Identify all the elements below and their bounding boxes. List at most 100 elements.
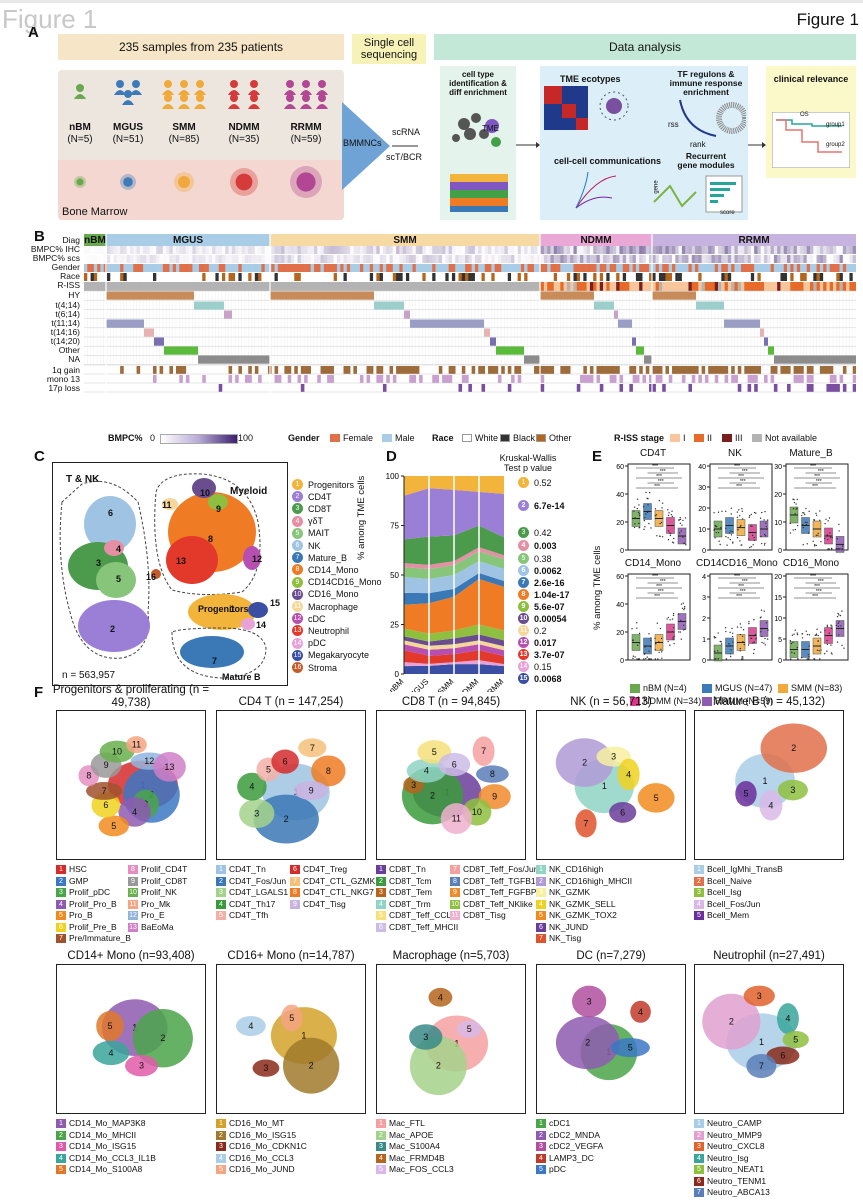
legend-label: Neutro_NEAT1	[707, 1164, 765, 1174]
pvalue-item: 9 5.6e-07	[518, 601, 565, 612]
legend-label: CD16_Mo_CDKN1C	[229, 1141, 307, 1151]
subcluster-blob	[98, 815, 129, 837]
legend-badge: 3	[216, 1142, 226, 1152]
subcluster-legend-item: 6 NK_JUND	[536, 922, 632, 934]
subcluster-blob	[476, 765, 509, 783]
ytick-label: 5	[778, 637, 782, 644]
cluster-legend-item: 4 γδT	[292, 515, 323, 527]
subcluster-legend-item: 3 Mac_S100A4	[376, 1141, 454, 1153]
legend-label: cDC1	[549, 1118, 571, 1128]
significance-stars: ***	[814, 584, 820, 590]
group-legend-label: SMM (N=83)	[791, 683, 843, 693]
significance-stars: ***	[658, 589, 664, 595]
pvalue-item: 1 0.52	[518, 477, 552, 488]
group-swatch	[630, 684, 640, 693]
subcluster-legend-item: 4 NK_GZMK_SELL	[536, 899, 632, 911]
pvalue-text: 2.6e-16	[534, 577, 565, 588]
legend-badge: 9	[290, 899, 300, 909]
rss-axis: rss	[668, 120, 679, 129]
significance-stars: ***	[816, 589, 822, 595]
significance-stars: ***	[816, 479, 822, 485]
cluster-number-badge: 9	[292, 576, 303, 588]
legend-label: Prolif_pDC	[69, 887, 111, 897]
subcluster-legend-item: 2 CD16_Mo_ISG15	[216, 1130, 307, 1142]
bmmnc-arrow	[342, 102, 418, 190]
panel-e-label: E	[592, 448, 603, 465]
kruskal-wallis-title: Kruskal-Wallis Test p value	[499, 453, 557, 473]
legend-label: NK_Tisg	[549, 933, 582, 943]
bmpc-legend-max: 100	[238, 433, 254, 443]
legend-badge: 1	[376, 865, 386, 875]
pvalue-item: 14 0.15	[518, 661, 552, 672]
subcluster-legend-item: 7 Neutro_ABCA13	[694, 1187, 770, 1199]
umap-cluster-number: 6	[108, 508, 114, 518]
legend-label: NK_GZMK_SELL	[549, 898, 616, 909]
subcluster-blob	[777, 779, 808, 801]
subcluster-legend-item: 7 NK_Tisg	[536, 933, 632, 945]
legend-badge: 3	[376, 1142, 386, 1152]
cluster-name: Macrophage	[308, 601, 359, 612]
legend-label: CD4T_Fos/Jun	[229, 875, 287, 886]
legend-badge: 2	[376, 876, 386, 886]
significance-stars: ***	[740, 479, 746, 485]
cluster-name: CD8T	[308, 503, 332, 514]
significance-stars: ***	[652, 574, 658, 580]
cluster-number-badge: 10	[292, 588, 303, 600]
rank-axis: rank	[690, 140, 706, 149]
boxplot-title: Mature_B	[789, 448, 833, 459]
pvalue-cluster-badge: 1	[518, 477, 529, 488]
legend-badge: 11	[450, 911, 460, 921]
gender-legend-label: Female	[343, 433, 374, 443]
legend-label: Prolif_NK	[141, 887, 177, 897]
boxplot-title: CD14CD16_Mono	[696, 558, 778, 569]
subcluster-number: 10	[112, 747, 122, 757]
cluster-legend-item: 11 Macrophage	[292, 601, 358, 612]
cluster-name: Megakaryocyte	[308, 650, 370, 661]
legend-badge: 3	[694, 1142, 704, 1152]
riss-swatch	[694, 434, 704, 442]
subcluster-legend-item: 5 Mac_FOS_CCL3	[376, 1164, 454, 1176]
subcluster-blob	[440, 803, 472, 835]
subcluster-number: 2	[729, 1017, 734, 1027]
subcluster-legend-item: 1 cDC1	[536, 1118, 603, 1130]
subcluster-umap: 1 2 3 4 5	[56, 964, 206, 1114]
samples-header: 235 samples from 235 patients	[58, 34, 344, 60]
sctbcr-label: scT/BCR	[386, 152, 422, 162]
subcluster-number: 9	[309, 786, 314, 796]
legend-badge: 5	[56, 1165, 66, 1175]
riss-swatch	[722, 434, 732, 442]
subcluster-number: 2	[160, 1033, 165, 1043]
legend-badge: 5	[536, 911, 546, 921]
legend-label: Bcell_Naive	[707, 875, 752, 886]
legend-label: Bcell_Mem	[707, 910, 750, 920]
subcluster-legend-item: 10 Prolif_NK	[128, 887, 187, 899]
legend-label: LAMP3_DC	[549, 1152, 594, 1163]
legend-column: 1 Neutro_CAMP 2 Neutro_MMP9 3 Neutro_CXCL8 4 Ne…	[694, 1118, 770, 1199]
subcluster-blob	[99, 740, 135, 763]
significance-stars: ***	[656, 584, 662, 590]
legend-badge: 4	[536, 899, 546, 909]
panel-d-label: D	[386, 448, 397, 465]
bmpc-gradient	[160, 434, 238, 444]
pvalue-cluster-badge: 5	[518, 553, 529, 564]
ytick-label: 20	[616, 630, 624, 637]
legend-label: CD16_Mo_CCL3	[229, 1152, 294, 1163]
subcluster-blob	[555, 738, 614, 787]
cluster-number-badge: 8	[292, 564, 303, 576]
ytick-label: 0	[778, 658, 782, 664]
subcluster-legend-item: 4 CD8T_Trm	[376, 899, 458, 911]
umap-cluster-number: 7	[212, 656, 218, 666]
subcluster-number: 7	[481, 746, 486, 756]
legend-badge: 4	[216, 1153, 226, 1163]
pvalue-item: 12 0.017	[518, 637, 557, 648]
bone-marrow-label: Bone Marrow	[62, 206, 128, 218]
legend-label: Bcell_Isg	[707, 887, 742, 897]
subcluster-blob	[153, 752, 186, 782]
scrna-label: scRNA	[392, 127, 421, 137]
group-swatch	[778, 684, 788, 693]
legend-label: CD14_Mo_S100A8	[69, 1164, 143, 1174]
subcluster-number: 5	[793, 1035, 798, 1045]
